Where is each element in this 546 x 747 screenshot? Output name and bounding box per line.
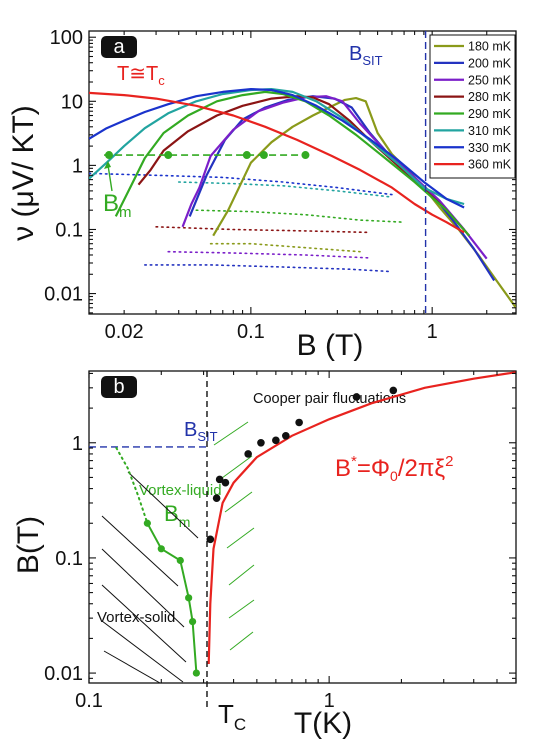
panel-a-xtick-label: 0.1	[237, 321, 265, 343]
panel-b-ytick-label: 0.01	[44, 663, 83, 685]
series-dotted-330-mK	[89, 172, 393, 196]
bm-dotted-extension	[115, 447, 149, 525]
bsit-annotation-a: BSIT	[349, 43, 383, 68]
legend-entry: 200 mK	[468, 56, 512, 70]
tc-label-b: TC	[218, 699, 246, 734]
panel-b-xtick-label: 1	[324, 690, 335, 712]
cooper-data-point	[257, 438, 265, 447]
cooper-data-point	[212, 494, 221, 503]
legend-entry: 280 mK	[468, 90, 512, 104]
series-line-330-mK	[89, 88, 465, 209]
bm-arrow-line	[107, 164, 113, 192]
vortex-liquid-hatch	[228, 564, 255, 586]
bstar-formula: B*=Φ0/2πξ2	[335, 453, 454, 484]
cooper-data-point	[282, 431, 290, 440]
panel-b-xlabel: T(K)	[294, 707, 352, 740]
vortex-solid-hatch	[103, 650, 161, 683]
bm-label-b: Bm	[164, 501, 190, 530]
legend-box	[429, 34, 516, 179]
panel-a-ytick-label: 10	[61, 91, 83, 113]
vortex-liquid-hatch	[228, 599, 255, 619]
vortex-liquid-hatch	[224, 491, 253, 513]
legend-entry: 180 mK	[468, 40, 512, 54]
bm-data-point	[176, 556, 184, 565]
legend-entry: 330 mK	[468, 141, 512, 155]
vortex-solid-hatch	[101, 620, 184, 683]
bm-point	[301, 151, 310, 160]
cooper-fluctuation-label: Cooper pair fluctuations	[253, 391, 406, 407]
panel-b-ytick-label: 1	[72, 433, 83, 455]
panel-b-ytick-label: 0.1	[55, 548, 83, 570]
vortex-liquid-hatch	[221, 455, 253, 479]
cooper-data-point	[352, 393, 361, 401]
tc-annotation: T≅Tc	[117, 63, 165, 88]
series-dotted-200-mK	[144, 264, 393, 273]
vortex-liquid-hatch	[226, 527, 255, 549]
cooper-data-point	[389, 386, 398, 395]
series-dotted-290-mK	[195, 209, 405, 223]
series-dotted-280-mK	[155, 226, 371, 234]
cooper-data-point	[215, 475, 224, 484]
panel-a-xlabel: B (T)	[297, 329, 364, 362]
series-dotted-310-mK	[177, 181, 393, 198]
bm-data-point	[188, 617, 197, 626]
legend-entry: 310 mK	[468, 124, 512, 138]
bm-data-point	[157, 545, 165, 553]
vortex-solid-hatch	[101, 584, 187, 663]
panel-b-ylabel: B(T)	[12, 516, 45, 574]
series-dotted-180-mK	[209, 242, 361, 253]
vortex-liquid-label: Vortex-liquid	[139, 482, 222, 499]
panel-a-frame	[88, 30, 517, 315]
panel-b-frame	[88, 370, 517, 684]
series-line-310-mK	[89, 88, 465, 206]
panel-a-ytick-label: 0.1	[55, 219, 83, 241]
bm-data-point	[192, 669, 200, 677]
vortex-liquid-hatch	[213, 421, 249, 446]
cooper-data-point	[206, 535, 215, 544]
panel-a-label: a	[113, 36, 125, 58]
series-line-360-mK	[89, 91, 465, 234]
legend-entry: 250 mK	[468, 73, 512, 87]
cooper-data-point	[272, 436, 280, 445]
legend-entry: 290 mK	[468, 107, 512, 121]
cooper-data-point	[221, 478, 230, 487]
legend-entry: 360 mK	[468, 158, 512, 172]
bsit-label-b: BSIT	[184, 419, 218, 444]
panel-a-badge	[101, 36, 137, 58]
panel-a-ylabel: ν (μV/ KT)	[7, 105, 40, 241]
panel-a: a	[88, 30, 517, 315]
bm-annotation-a: Bm	[103, 190, 132, 221]
cooper-data-point	[244, 450, 252, 458]
bm-point	[164, 151, 173, 160]
panel-a-ytick-label: 100	[50, 27, 83, 49]
vortex-solid-label: Vortex-solid	[97, 609, 175, 626]
bstar-fit-curve	[207, 371, 516, 665]
bm-point	[104, 151, 113, 160]
panel-a-xtick-label: 0.02	[105, 321, 144, 343]
bm-data-point	[185, 594, 193, 602]
series-dotted-250-mK	[167, 250, 371, 259]
panel-a-plot-area	[89, 31, 516, 314]
vortex-liquid-hatch	[229, 631, 254, 651]
panel-b-xtick-label: 0.1	[75, 690, 103, 712]
panel-b-badge	[101, 376, 137, 398]
bm-point	[259, 151, 268, 160]
panel-a-ytick-label: 0.01	[44, 284, 83, 306]
series-line-290-mK	[114, 90, 471, 237]
bm-line	[146, 522, 198, 674]
cooper-data-point	[295, 418, 303, 427]
vortex-solid-hatch	[127, 471, 199, 539]
panel-a-ytick-label: 1	[72, 155, 83, 177]
bm-data-point	[143, 519, 151, 527]
vortex-solid-hatch	[101, 515, 179, 587]
panel-b: b	[88, 370, 517, 684]
vortex-solid-hatch	[101, 548, 185, 628]
panel-b-plot-area	[89, 371, 516, 683]
bm-point	[242, 151, 251, 160]
bm-arrowhead	[103, 161, 111, 170]
panel-b-label: b	[113, 376, 124, 398]
panel-a-xtick-label: 1	[427, 321, 438, 343]
